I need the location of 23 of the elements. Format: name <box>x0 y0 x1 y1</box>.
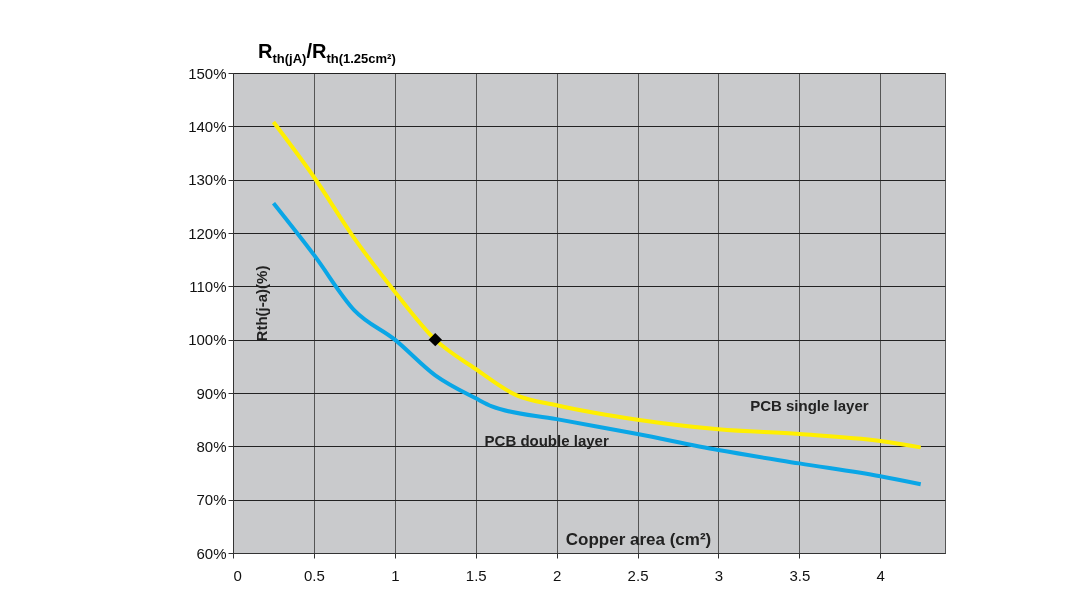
x-tick-label: 3 <box>714 566 724 584</box>
y-axis-title: Rth(j-a)(%) <box>252 265 270 342</box>
y-tick-label: 70% <box>196 491 227 509</box>
y-tick-label: 140% <box>188 117 227 135</box>
chart-title: R$_{th(jA)}$/R$_{th(1.25cm²)}$ <box>258 40 396 66</box>
y-tick-label: 100% <box>188 331 227 349</box>
x-tick-label: 1.5 <box>465 566 487 584</box>
x-tick-label: 2.5 <box>627 566 649 584</box>
x-tick-label: 0 <box>233 566 242 584</box>
y-tick-label: 80% <box>196 437 227 455</box>
y-tick-label: 120% <box>188 224 227 242</box>
y-tick-label: 60% <box>196 544 227 562</box>
x-tick-label: 2 <box>552 566 562 584</box>
x-tick-label: 3.5 <box>789 566 811 584</box>
y-tick-label: 130% <box>188 171 227 189</box>
x-tick-label: 0.5 <box>303 566 325 584</box>
y-tick-label: 150% <box>188 64 227 82</box>
y-tick-label: 90% <box>196 384 227 402</box>
line-series <box>271 120 923 450</box>
x-tick-label: 4 <box>876 566 885 584</box>
line-series <box>271 201 923 487</box>
y-tick-label: 110% <box>189 277 227 295</box>
x-tick-label: 1 <box>391 566 400 584</box>
